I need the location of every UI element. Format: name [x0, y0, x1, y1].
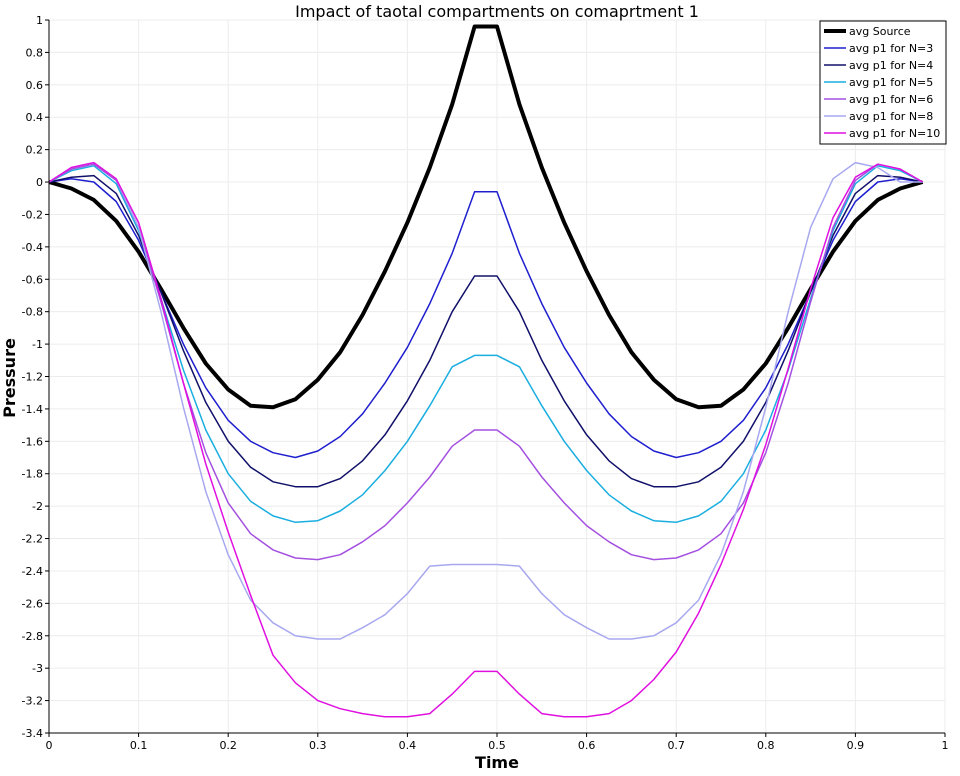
x-tick-label: 0.9 [847, 739, 865, 752]
y-tick-label: 0.8 [26, 46, 44, 59]
y-tick-label: 0 [36, 176, 43, 189]
series-line-4 [48, 165, 923, 524]
y-tick-label: -1.4 [22, 403, 43, 416]
y-tick-label: 0.4 [26, 111, 44, 124]
x-tick-label: 0.2 [219, 739, 237, 752]
x-tick-label: 0.5 [488, 739, 506, 752]
y-tick-label: -2.2 [22, 533, 43, 546]
legend-label: avg p1 for N=8 [849, 110, 933, 123]
y-tick-label: -1.6 [22, 435, 43, 448]
x-tick-label: 0.3 [309, 739, 327, 752]
legend-label: avg p1 for N=3 [849, 42, 933, 55]
legend-label: avg Source [849, 25, 911, 38]
y-tick-label: -2.8 [22, 630, 43, 643]
grid [48, 19, 946, 734]
legend-label: avg p1 for N=5 [849, 76, 933, 89]
y-tick-label: 0.6 [26, 79, 44, 92]
y-tick-labels: 1 0.8 0.6 0.4 0.2 0 -0.2 -0.4 -0.6 -0.8 -1 -1.2 -1.4… [22, 14, 43, 740]
series-line-2 [48, 178, 923, 459]
x-tick-label: 0.1 [130, 739, 148, 752]
axes [45, 19, 946, 737]
y-tick-label: 0.2 [26, 144, 44, 157]
y-tick-label: -2.6 [22, 597, 43, 610]
legend-label: avg p1 for N=6 [849, 93, 933, 106]
x-tick-labels: 0 0.1 0.2 0.3 0.4 0.5 0.6 0.7 0.8 0.9 1 [46, 739, 949, 752]
y-tick-label: -1.8 [22, 468, 43, 481]
x-tick-label: 0.6 [578, 739, 596, 752]
y-tick-label: -0.8 [22, 306, 43, 319]
x-tick-label: 1 [942, 739, 949, 752]
y-tick-label: -3.4 [22, 727, 43, 740]
series-line-6 [48, 161, 923, 640]
y-tick-label: -3.2 [22, 695, 43, 708]
plot-lines [48, 24, 924, 718]
chart-title: Impact of taotal compartments on comaprt… [295, 2, 699, 21]
x-tick-label: 0.8 [757, 739, 775, 752]
series-line-3 [48, 174, 923, 488]
x-axis-title: Time [475, 753, 519, 772]
x-tick-label: 0.7 [667, 739, 685, 752]
series-line-5 [48, 163, 923, 561]
legend-label: avg p1 for N=10 [849, 127, 940, 140]
y-tick-label: -1 [32, 338, 43, 351]
y-tick-label: -0.6 [22, 273, 43, 286]
x-tick-label: 0 [46, 739, 53, 752]
legend: avg Source avg p1 for N=3 avg p1 for N=4 av… [819, 20, 947, 145]
y-axis-title: Pressure [0, 338, 19, 418]
y-tick-label: -3 [32, 662, 43, 675]
series-line-1 [48, 24, 924, 410]
y-tick-label: -2 [32, 500, 43, 513]
series-line-7 [48, 161, 923, 718]
y-tick-label: -2.4 [22, 565, 43, 578]
y-tick-label: -0.4 [22, 241, 43, 254]
y-tick-label: 1 [36, 14, 43, 27]
y-tick-label: -1.2 [22, 371, 43, 384]
x-tick-label: 0.4 [399, 739, 417, 752]
y-tick-label: -0.2 [22, 208, 43, 221]
legend-label: avg p1 for N=4 [849, 59, 933, 72]
